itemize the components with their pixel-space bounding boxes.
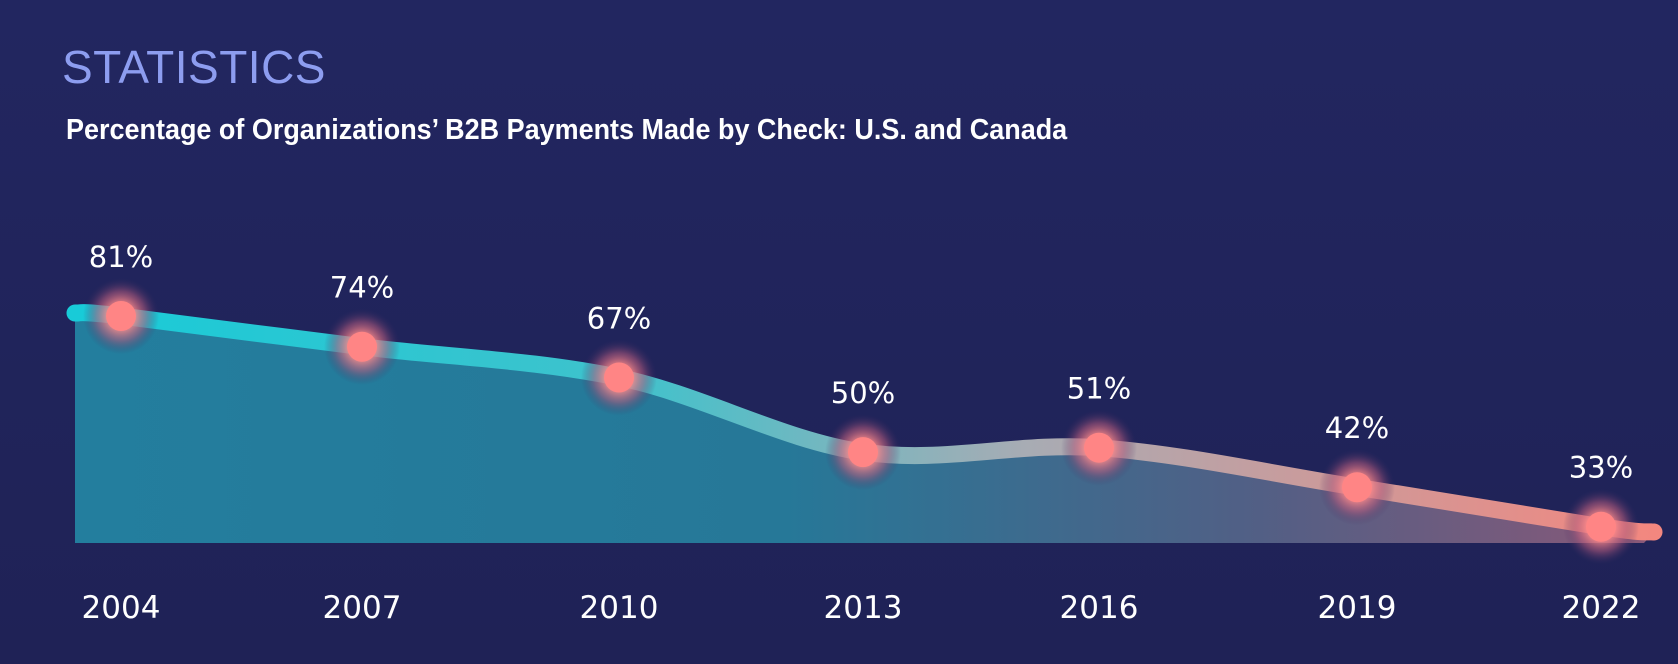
data-label: 42% bbox=[1325, 411, 1389, 445]
data-point bbox=[1084, 432, 1114, 463]
data-label: 33% bbox=[1569, 451, 1633, 485]
data-point bbox=[604, 362, 634, 393]
area-fill bbox=[75, 312, 1654, 543]
data-point bbox=[1586, 511, 1616, 542]
data-point bbox=[106, 301, 136, 331]
section-kicker: STATISTICS bbox=[62, 41, 326, 93]
data-point bbox=[347, 331, 377, 362]
x-tick-label: 2013 bbox=[824, 590, 903, 626]
x-tick-label: 2010 bbox=[580, 590, 659, 626]
data-label: 51% bbox=[1067, 372, 1131, 406]
chart-title: Percentage of Organizations’ B2B Payment… bbox=[66, 114, 1068, 146]
data-label: 74% bbox=[330, 271, 394, 305]
x-tick-label: 2007 bbox=[323, 590, 402, 626]
x-tick-label: 2019 bbox=[1318, 590, 1397, 626]
x-tick-label: 2004 bbox=[82, 590, 161, 626]
x-tick-label: 2016 bbox=[1060, 590, 1139, 626]
x-tick-label: 2022 bbox=[1562, 590, 1641, 626]
data-label: 50% bbox=[831, 376, 895, 410]
data-label: 67% bbox=[587, 301, 651, 335]
data-point bbox=[1342, 472, 1372, 503]
data-point bbox=[848, 437, 878, 468]
data-label: 81% bbox=[89, 240, 153, 274]
